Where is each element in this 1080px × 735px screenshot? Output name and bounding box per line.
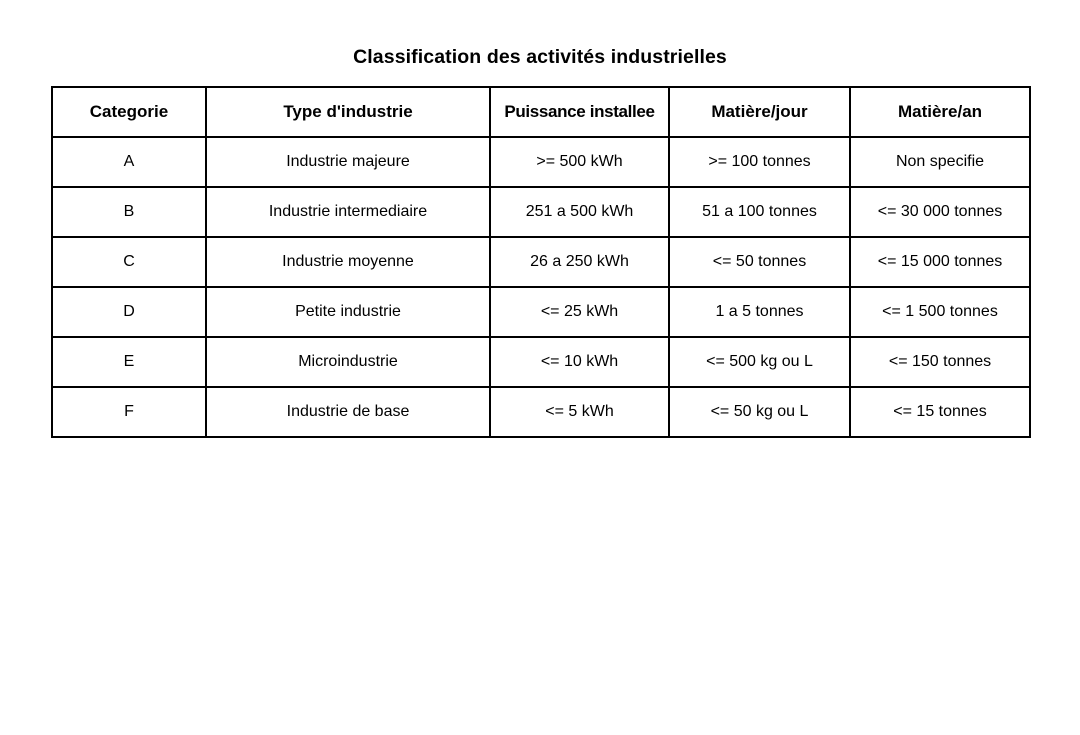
cell-matiere-jour: <= 500 kg ou L [668, 336, 851, 388]
cell-type: Industrie intermediaire [205, 186, 491, 238]
cell-puissance: 26 a 250 kWh [489, 236, 670, 288]
cell-type: Industrie moyenne [205, 236, 491, 288]
table-header-row: Categorie Type d'industrie Puissance ins… [51, 86, 1031, 138]
cell-matiere-an: <= 15 000 tonnes [849, 236, 1031, 288]
column-header-puissance-installee: Puissance installee [489, 86, 670, 138]
table-row: C Industrie moyenne 26 a 250 kWh <= 50 t… [51, 236, 1031, 288]
column-header-matiere-jour: Matière/jour [668, 86, 851, 138]
cell-matiere-jour: 1 a 5 tonnes [668, 286, 851, 338]
column-header-type-industrie: Type d'industrie [205, 86, 491, 138]
cell-type: Petite industrie [205, 286, 491, 338]
cell-matiere-an: <= 30 000 tonnes [849, 186, 1031, 238]
cell-matiere-jour: 51 a 100 tonnes [668, 186, 851, 238]
cell-type: Industrie de base [205, 386, 491, 438]
cell-categorie: C [51, 236, 207, 288]
table-row: A Industrie majeure >= 500 kWh >= 100 to… [51, 136, 1031, 188]
table-header: Categorie Type d'industrie Puissance ins… [51, 86, 1031, 138]
page-title: Classification des activités industriell… [353, 46, 727, 68]
classification-table-container: Categorie Type d'industrie Puissance ins… [51, 86, 1031, 438]
cell-puissance: <= 5 kWh [489, 386, 670, 438]
cell-puissance: 251 a 500 kWh [489, 186, 670, 238]
table-row: E Microindustrie <= 10 kWh <= 500 kg ou … [51, 336, 1031, 388]
column-header-matiere-an: Matière/an [849, 86, 1031, 138]
cell-categorie: E [51, 336, 207, 388]
cell-puissance: <= 10 kWh [489, 336, 670, 388]
cell-categorie: D [51, 286, 207, 338]
cell-matiere-an: <= 150 tonnes [849, 336, 1031, 388]
cell-type: Industrie majeure [205, 136, 491, 188]
cell-puissance: >= 500 kWh [489, 136, 670, 188]
cell-matiere-an: <= 15 tonnes [849, 386, 1031, 438]
table-row: D Petite industrie <= 25 kWh 1 a 5 tonne… [51, 286, 1031, 338]
cell-matiere-jour: <= 50 tonnes [668, 236, 851, 288]
table-row: B Industrie intermediaire 251 a 500 kWh … [51, 186, 1031, 238]
table-body: A Industrie majeure >= 500 kWh >= 100 to… [51, 136, 1031, 438]
cell-matiere-jour: <= 50 kg ou L [668, 386, 851, 438]
cell-categorie: A [51, 136, 207, 188]
classification-table: Categorie Type d'industrie Puissance ins… [51, 86, 1031, 438]
cell-categorie: B [51, 186, 207, 238]
column-header-categorie: Categorie [51, 86, 207, 138]
cell-matiere-an: Non specifie [849, 136, 1031, 188]
cell-matiere-an: <= 1 500 tonnes [849, 286, 1031, 338]
cell-categorie: F [51, 386, 207, 438]
table-row: F Industrie de base <= 5 kWh <= 50 kg ou… [51, 386, 1031, 438]
cell-puissance: <= 25 kWh [489, 286, 670, 338]
cell-matiere-jour: >= 100 tonnes [668, 136, 851, 188]
cell-type: Microindustrie [205, 336, 491, 388]
